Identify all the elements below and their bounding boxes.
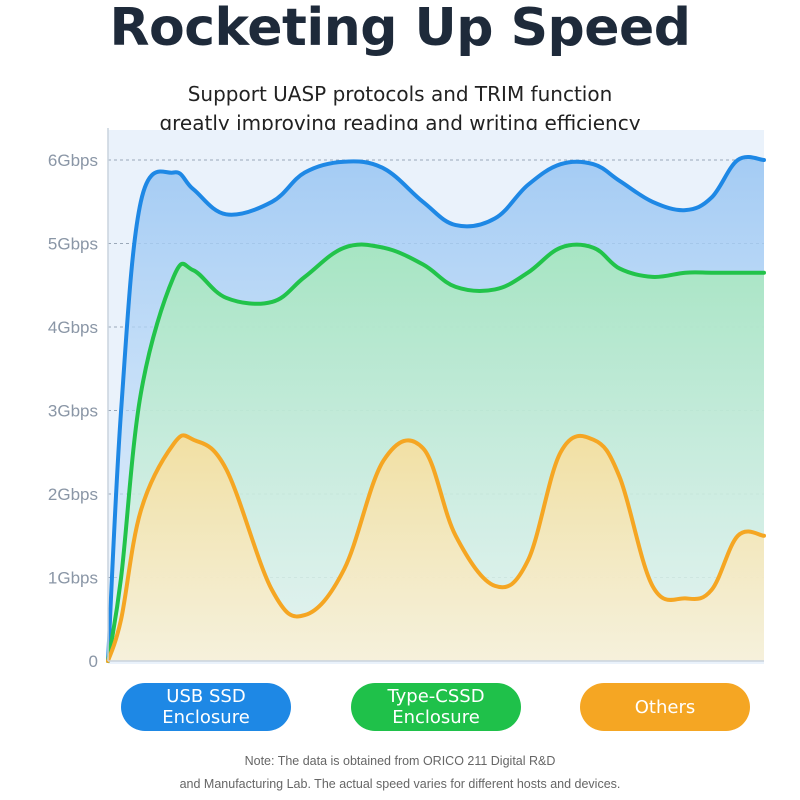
legend-usb-ssd: USB SSD Enclosure <box>121 683 291 731</box>
line-layer <box>106 155 766 663</box>
legend-typec-line1: Type-CSSD <box>387 686 485 707</box>
footnote-line-1: Note: The data is obtained from ORICO 21… <box>244 754 556 768</box>
legend-usb-line2: Enclosure <box>162 707 250 728</box>
legend-others: Others <box>580 683 750 731</box>
series-line-type-c-ssd <box>106 242 766 663</box>
series-area-others <box>108 435 764 661</box>
axis-layer: 0 1Gbps 2Gbps 3Gbps 4Gbps 5Gbps 6Gbps <box>48 128 764 671</box>
y-tick-label: 3Gbps <box>48 402 98 421</box>
legend-typec-line2: Enclosure <box>392 707 480 728</box>
area-layer <box>108 156 764 662</box>
subtitle-line-1: Support UASP protocols and TRIM function <box>187 82 613 106</box>
y-tick-label: 0 <box>89 652 98 671</box>
footnote-line-2: and Manufacturing Lab. The actual speed … <box>179 777 621 791</box>
y-tick-label: 2Gbps <box>48 485 98 504</box>
legend-others-label: Others <box>634 696 696 718</box>
y-tick-label: 5Gbps <box>48 235 98 254</box>
series-line-usb-ssd <box>106 155 766 663</box>
legend-type-c-ssd: Type-CSSD Enclosure <box>351 683 521 731</box>
y-tick-label: 4Gbps <box>48 318 98 337</box>
series-line-others <box>106 433 766 663</box>
y-tick-label: 1Gbps <box>48 569 98 588</box>
legend-usb-line1: USB SSD <box>166 686 246 707</box>
page-title: Rocketing Up Speed <box>109 0 691 58</box>
y-tick-label: 6Gbps <box>48 151 98 170</box>
